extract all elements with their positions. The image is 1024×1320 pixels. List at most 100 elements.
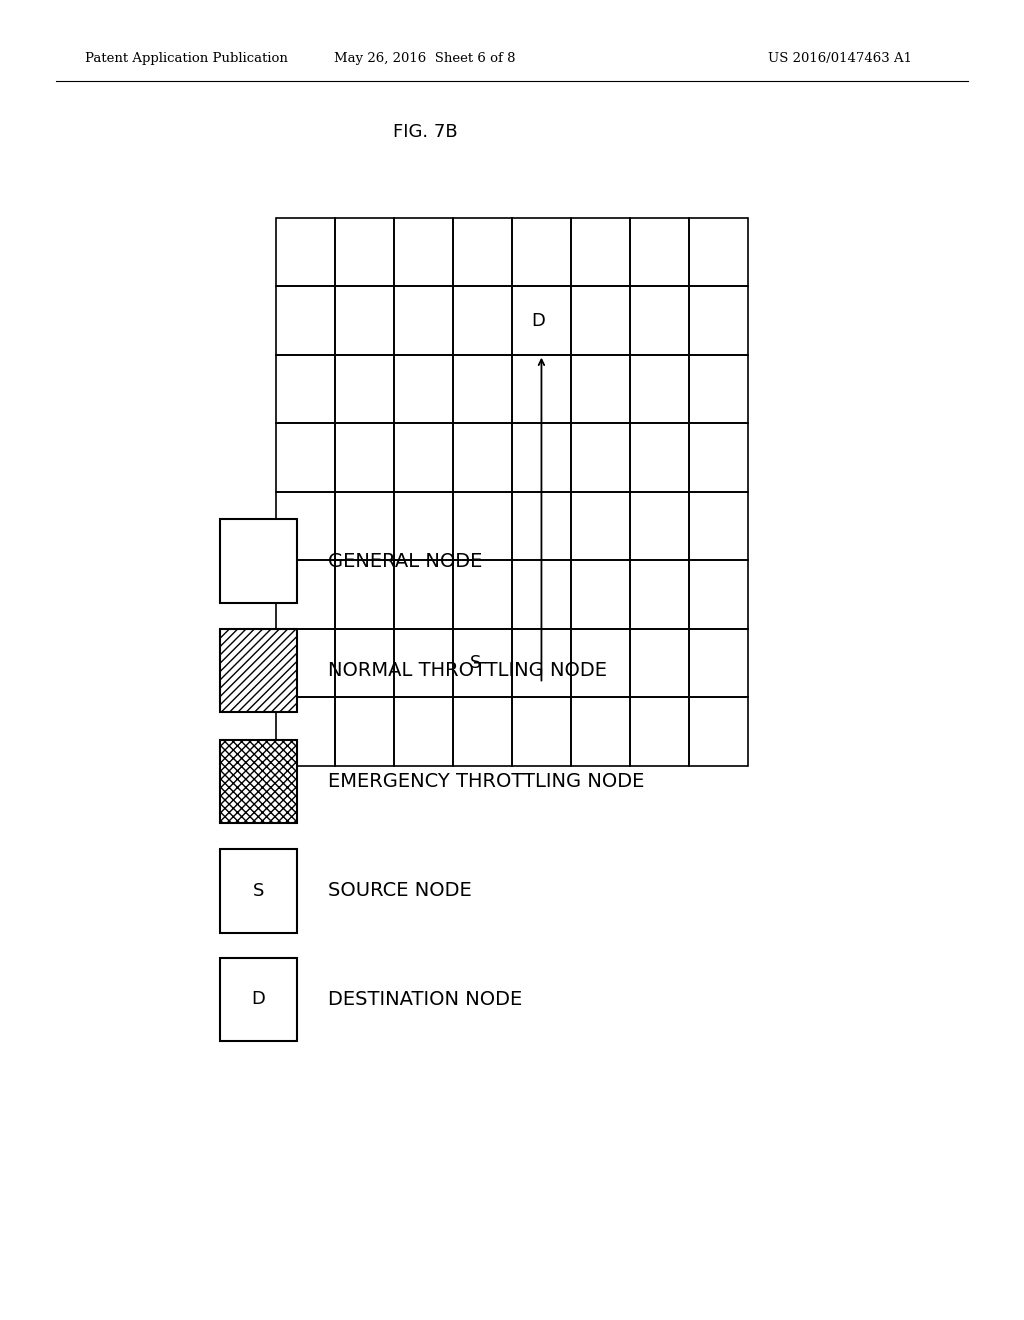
Bar: [453, 355, 512, 424]
Bar: [394, 424, 453, 492]
Text: NORMAL THROTTLING NODE: NORMAL THROTTLING NODE: [328, 661, 606, 680]
Bar: [394, 355, 453, 424]
Bar: [453, 560, 512, 628]
Bar: [512, 424, 571, 492]
Bar: [512, 491, 571, 560]
Text: S: S: [253, 882, 264, 900]
Text: D: D: [252, 990, 265, 1008]
Bar: [688, 560, 748, 628]
Bar: [453, 560, 512, 628]
Bar: [453, 286, 512, 355]
Bar: [571, 424, 630, 492]
Bar: [394, 286, 453, 355]
Bar: [336, 628, 394, 697]
Bar: [688, 424, 748, 492]
Bar: [688, 491, 748, 560]
Bar: [276, 628, 336, 697]
Bar: [571, 286, 630, 355]
Bar: [571, 491, 630, 560]
Bar: [688, 697, 748, 766]
Text: US 2016/0147463 A1: US 2016/0147463 A1: [768, 51, 912, 65]
Bar: [512, 218, 571, 286]
Bar: [512, 628, 571, 697]
Text: May 26, 2016  Sheet 6 of 8: May 26, 2016 Sheet 6 of 8: [334, 51, 516, 65]
Bar: [453, 697, 512, 766]
Bar: [512, 424, 571, 492]
Bar: [276, 286, 336, 355]
Bar: [512, 560, 571, 628]
Bar: [512, 697, 571, 766]
Text: SOURCE NODE: SOURCE NODE: [328, 882, 471, 900]
Bar: [571, 286, 630, 355]
Bar: [276, 560, 336, 628]
Bar: [453, 628, 512, 697]
Bar: [630, 491, 688, 560]
Bar: [571, 560, 630, 628]
Bar: [630, 628, 688, 697]
Bar: [394, 560, 453, 628]
Bar: [453, 355, 512, 424]
Text: S: S: [470, 653, 481, 672]
Bar: [453, 560, 512, 628]
Bar: [453, 491, 512, 560]
Bar: [276, 355, 336, 424]
Bar: [688, 628, 748, 697]
Bar: [453, 424, 512, 492]
Bar: [336, 697, 394, 766]
Bar: [336, 424, 394, 492]
Bar: [220, 958, 297, 1040]
Bar: [453, 491, 512, 560]
Bar: [630, 560, 688, 628]
Bar: [220, 850, 297, 932]
Bar: [630, 355, 688, 424]
Bar: [688, 286, 748, 355]
Text: DESTINATION NODE: DESTINATION NODE: [328, 990, 522, 1008]
Bar: [394, 697, 453, 766]
Bar: [688, 355, 748, 424]
Bar: [453, 491, 512, 560]
Bar: [220, 628, 297, 713]
Bar: [336, 560, 394, 628]
Bar: [512, 355, 571, 424]
Bar: [630, 424, 688, 492]
Bar: [276, 697, 336, 766]
Bar: [630, 286, 688, 355]
Text: Patent Application Publication: Patent Application Publication: [85, 51, 288, 65]
Bar: [512, 560, 571, 628]
Bar: [336, 286, 394, 355]
Text: EMERGENCY THROTTLING NODE: EMERGENCY THROTTLING NODE: [328, 772, 644, 791]
Text: FIG. 7B: FIG. 7B: [392, 123, 458, 141]
Bar: [453, 424, 512, 492]
Bar: [394, 491, 453, 560]
Bar: [336, 491, 394, 560]
Bar: [220, 741, 297, 824]
Bar: [453, 218, 512, 286]
Bar: [336, 355, 394, 424]
Bar: [571, 355, 630, 424]
Bar: [571, 491, 630, 560]
Bar: [571, 697, 630, 766]
Bar: [276, 491, 336, 560]
Bar: [630, 218, 688, 286]
Bar: [571, 424, 630, 492]
Bar: [394, 218, 453, 286]
Bar: [630, 697, 688, 766]
Bar: [512, 355, 571, 424]
Bar: [512, 628, 571, 697]
Bar: [571, 628, 630, 697]
Bar: [512, 491, 571, 560]
Text: GENERAL NODE: GENERAL NODE: [328, 552, 482, 570]
Bar: [276, 424, 336, 492]
Bar: [336, 218, 394, 286]
Text: D: D: [531, 312, 546, 330]
Bar: [394, 424, 453, 492]
Bar: [571, 355, 630, 424]
Bar: [688, 218, 748, 286]
Bar: [276, 218, 336, 286]
Bar: [512, 286, 571, 355]
Bar: [394, 628, 453, 697]
Bar: [220, 519, 297, 602]
Bar: [336, 424, 394, 492]
Bar: [571, 560, 630, 628]
Bar: [571, 218, 630, 286]
